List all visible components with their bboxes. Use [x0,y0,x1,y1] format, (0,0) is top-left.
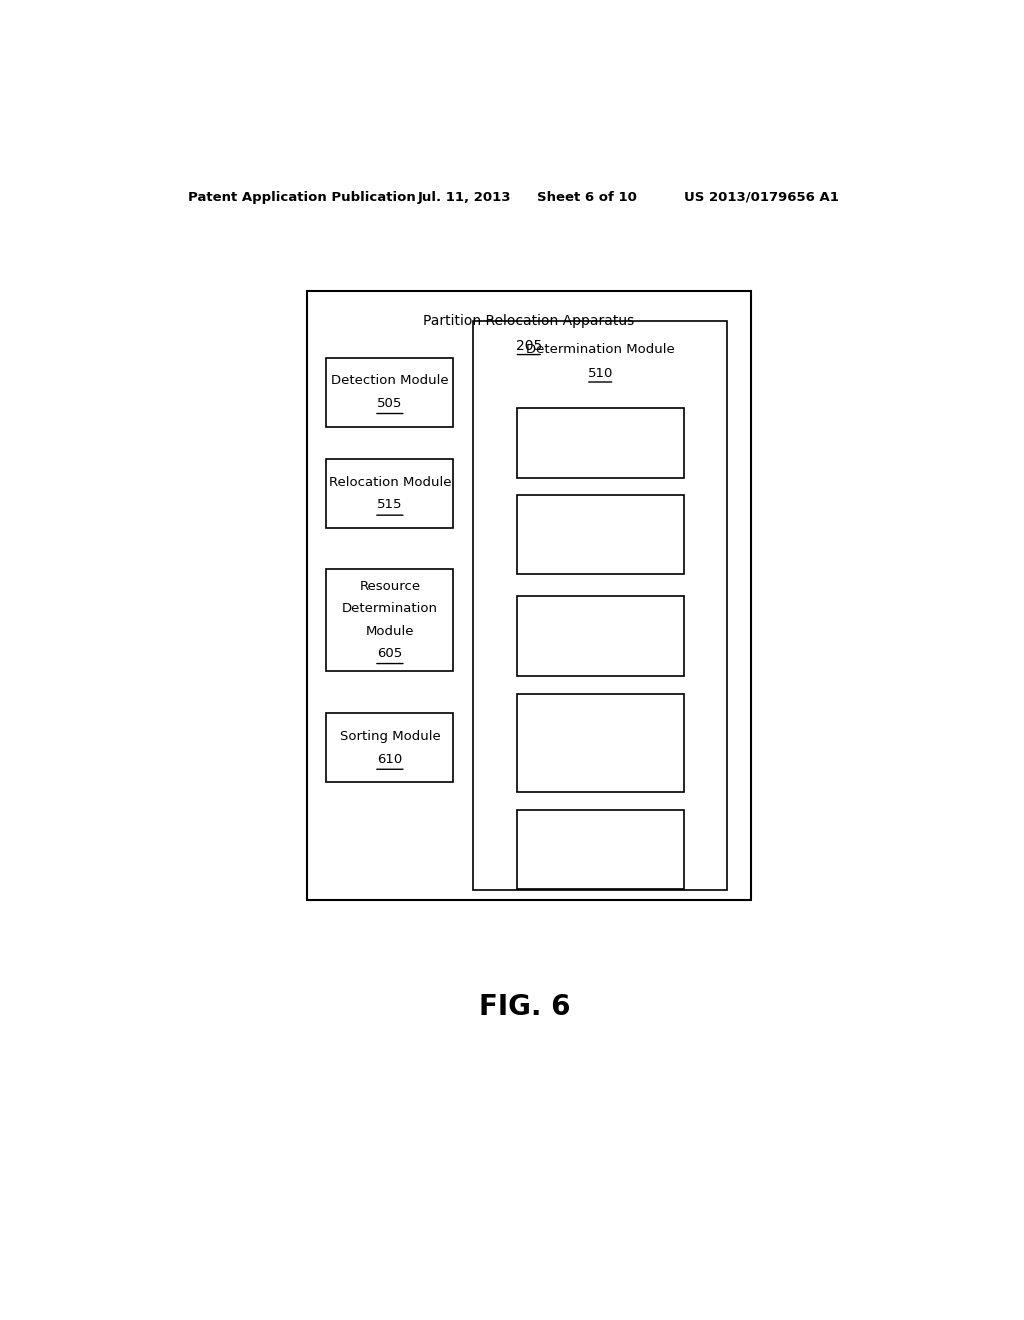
FancyBboxPatch shape [517,810,684,890]
Text: FIG. 6: FIG. 6 [479,993,570,1022]
Text: Difference Factor: Difference Factor [543,821,657,834]
Text: Relocation Module: Relocation Module [329,477,452,490]
FancyBboxPatch shape [327,358,454,426]
Text: 205: 205 [516,339,542,354]
Text: Module: Module [575,843,625,857]
Text: Resource: Resource [359,579,421,593]
Text: Module: Module [575,528,625,541]
Text: Sorting Module: Sorting Module [340,730,440,743]
Text: Patent Application Publication: Patent Application Publication [187,190,416,203]
Text: 620: 620 [588,550,612,564]
Text: Partition Relocation Apparatus: Partition Relocation Apparatus [423,314,635,329]
Text: Assignment: Assignment [561,506,639,519]
FancyBboxPatch shape [473,321,727,890]
Text: Module: Module [575,747,625,760]
FancyBboxPatch shape [517,408,684,478]
Text: Determination: Determination [552,725,648,738]
FancyBboxPatch shape [517,597,684,676]
Text: Utilization Module: Utilization Module [541,630,660,643]
Text: Sheet 6 of 10: Sheet 6 of 10 [537,190,637,203]
Text: 505: 505 [377,397,402,409]
Text: 610: 610 [377,752,402,766]
FancyBboxPatch shape [517,694,684,792]
Text: 515: 515 [377,499,402,511]
Text: Determination Module: Determination Module [525,343,675,356]
FancyBboxPatch shape [327,713,454,783]
FancyBboxPatch shape [306,290,751,900]
FancyBboxPatch shape [517,495,684,574]
Text: 635: 635 [588,866,613,878]
Text: Monitoring Module: Monitoring Module [539,425,663,438]
FancyBboxPatch shape [327,569,454,671]
Text: Module: Module [366,624,414,638]
Text: 605: 605 [377,647,402,660]
Text: 630: 630 [588,770,612,783]
Text: Bandwidth: Bandwidth [564,607,636,620]
Text: 625: 625 [588,652,613,665]
Text: Detection Module: Detection Module [331,375,449,388]
Text: 615: 615 [588,447,613,461]
Text: Rank Value: Rank Value [563,702,637,715]
FancyBboxPatch shape [327,459,454,528]
Text: 510: 510 [588,367,613,380]
Text: Determination: Determination [342,602,438,615]
Text: US 2013/0179656 A1: US 2013/0179656 A1 [684,190,839,203]
Text: Jul. 11, 2013: Jul. 11, 2013 [418,190,511,203]
